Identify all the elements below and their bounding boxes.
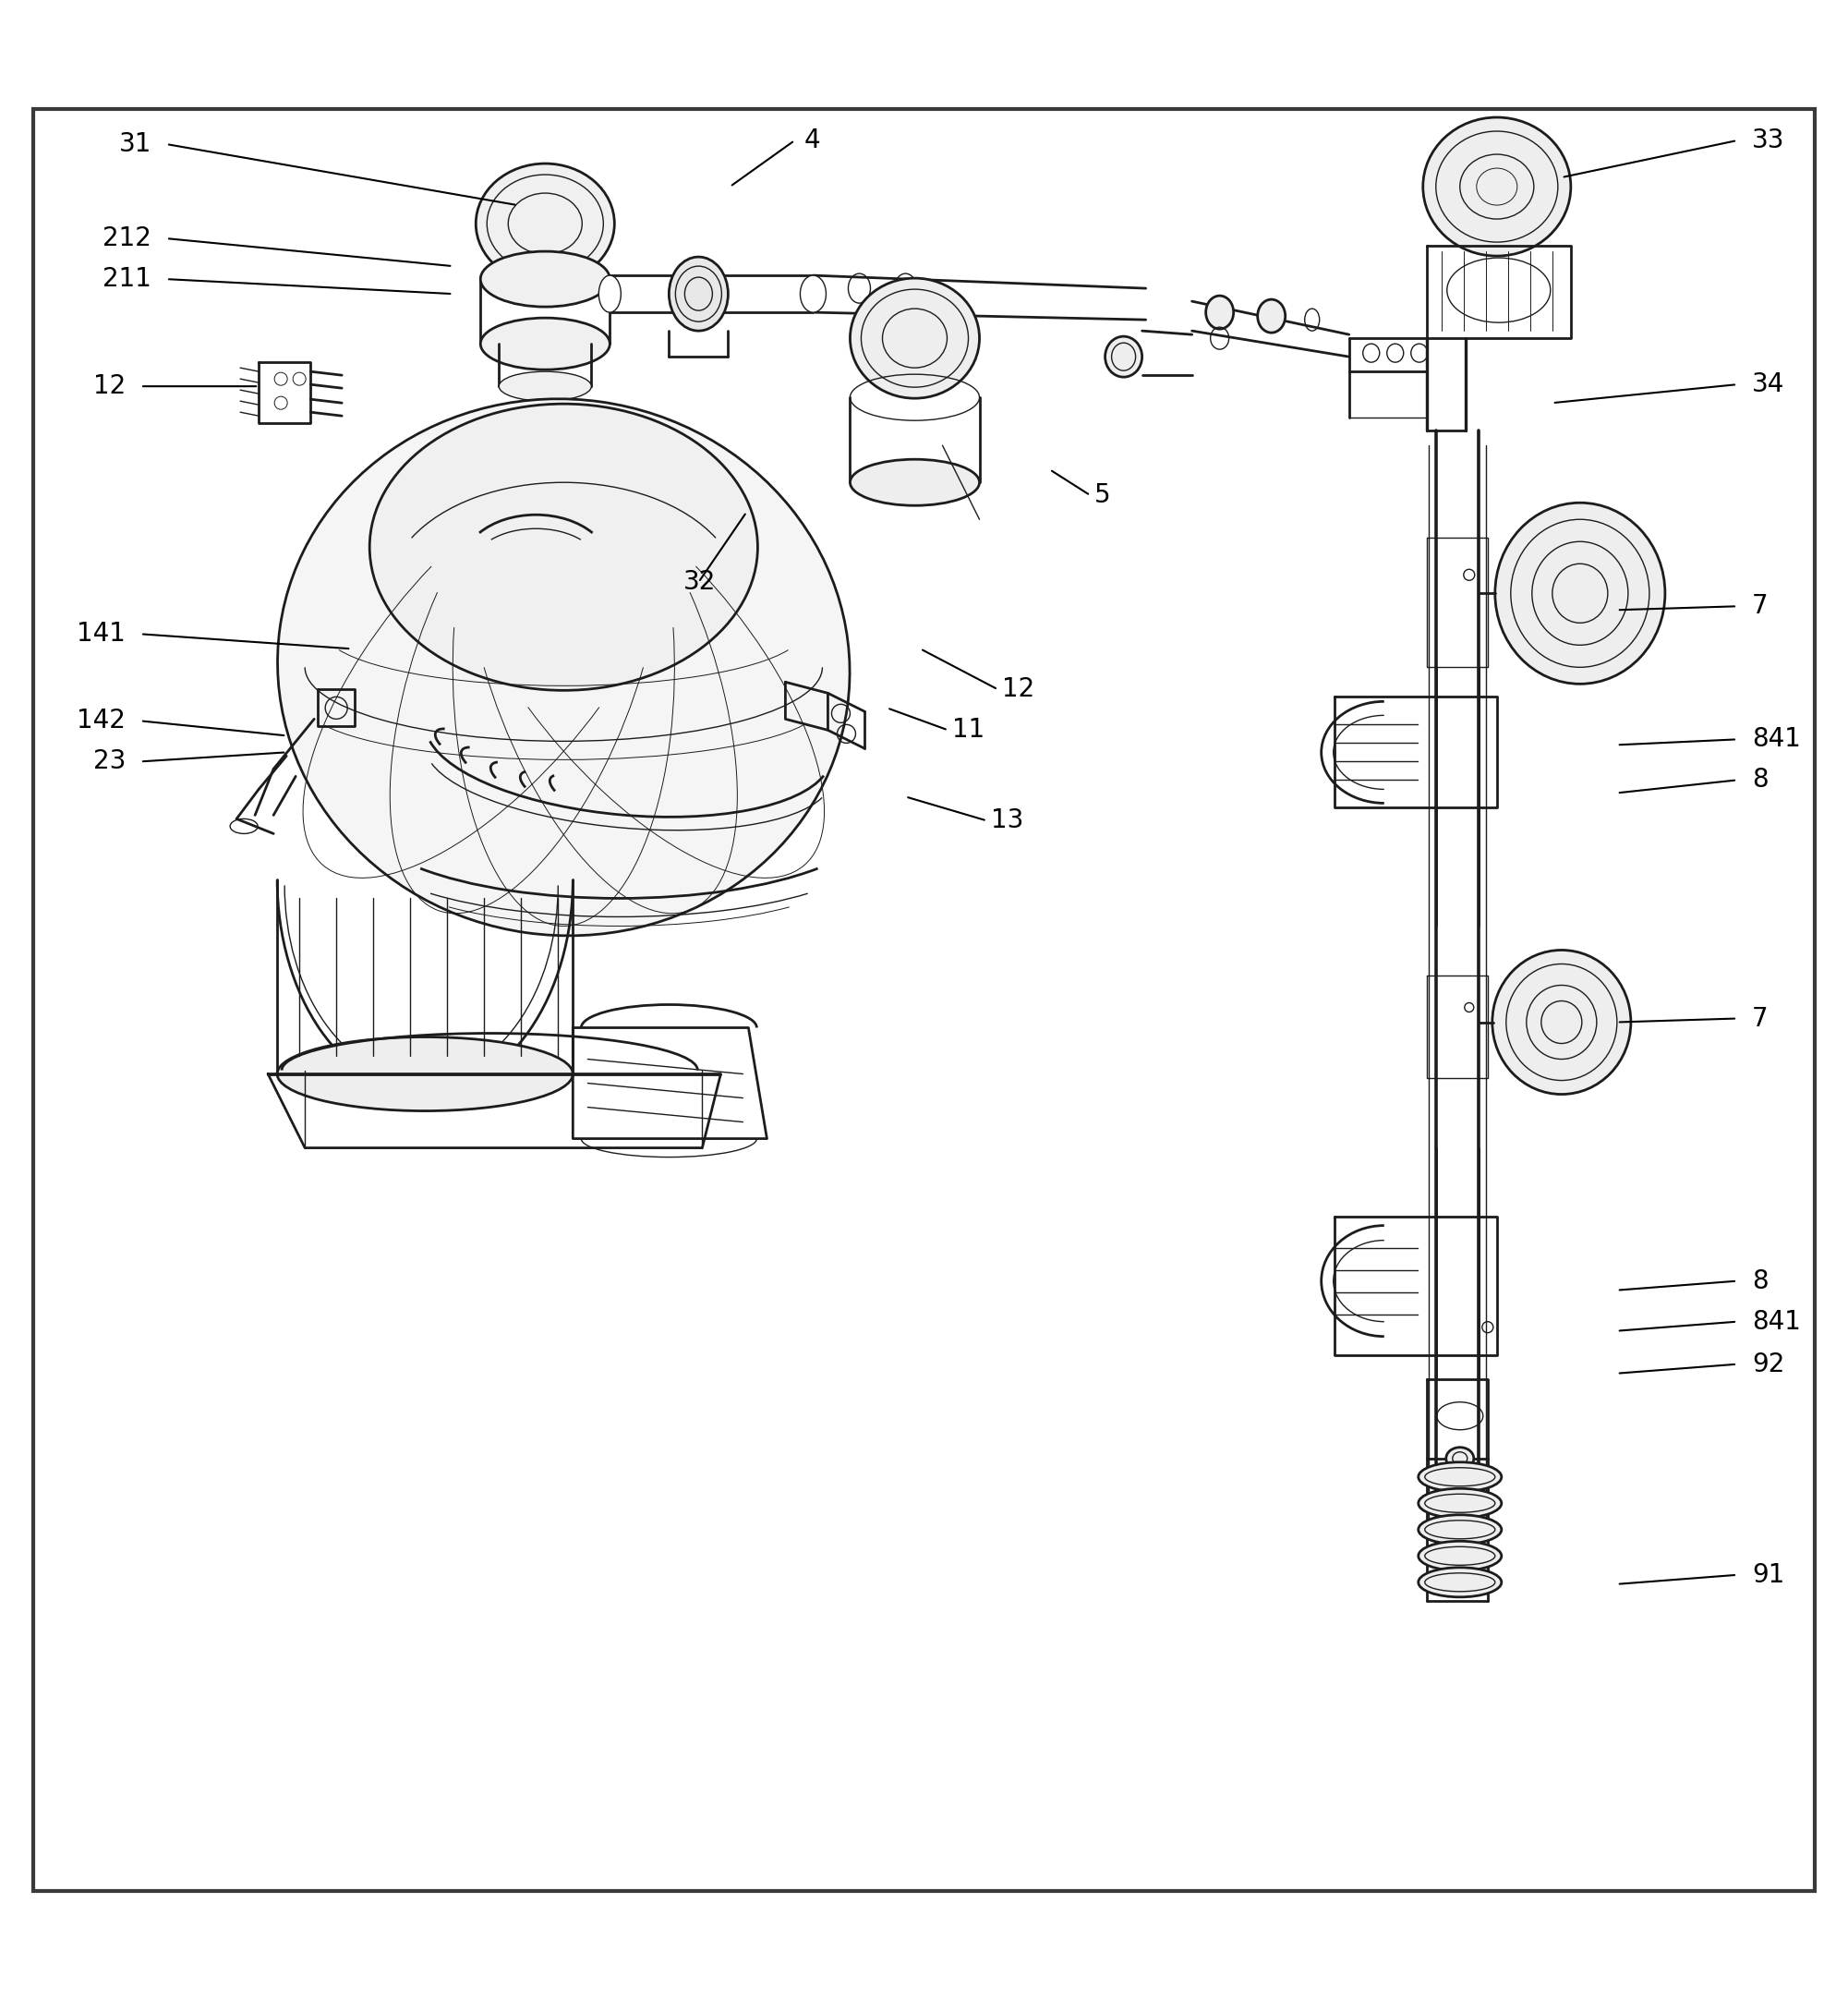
Text: 32: 32 (684, 570, 717, 596)
Text: 5: 5 (1094, 482, 1111, 508)
Text: 8: 8 (1752, 1268, 1769, 1294)
Text: 33: 33 (1752, 128, 1785, 154)
Text: 12: 12 (1002, 676, 1035, 702)
Ellipse shape (1419, 1542, 1501, 1570)
Text: 92: 92 (1752, 1352, 1785, 1378)
Ellipse shape (1445, 1448, 1473, 1470)
Ellipse shape (1419, 1488, 1501, 1518)
Ellipse shape (599, 276, 621, 312)
Text: 841: 841 (1752, 1308, 1800, 1334)
Ellipse shape (1207, 296, 1234, 328)
Text: 841: 841 (1752, 726, 1800, 752)
Text: 141: 141 (78, 622, 126, 646)
Text: 212: 212 (103, 226, 152, 252)
Ellipse shape (277, 1036, 573, 1110)
Ellipse shape (1423, 118, 1571, 256)
Text: 34: 34 (1752, 372, 1785, 398)
Text: 4: 4 (804, 128, 821, 154)
Ellipse shape (1419, 1514, 1501, 1544)
Text: 12: 12 (92, 374, 126, 400)
Text: 7: 7 (1752, 1006, 1769, 1032)
Text: 11: 11 (952, 718, 985, 744)
Text: 8: 8 (1752, 768, 1769, 792)
Ellipse shape (1419, 1462, 1501, 1492)
Ellipse shape (499, 372, 591, 402)
Ellipse shape (800, 276, 826, 312)
Ellipse shape (1495, 502, 1665, 684)
Ellipse shape (1105, 336, 1142, 378)
Text: 91: 91 (1752, 1562, 1785, 1588)
Ellipse shape (669, 256, 728, 330)
Text: 13: 13 (991, 808, 1024, 834)
Ellipse shape (1419, 1568, 1501, 1598)
Text: 23: 23 (92, 748, 126, 774)
Ellipse shape (480, 318, 610, 370)
Ellipse shape (1257, 300, 1284, 332)
Text: 31: 31 (118, 132, 152, 158)
Ellipse shape (850, 278, 979, 398)
Ellipse shape (277, 398, 850, 936)
Ellipse shape (480, 252, 610, 306)
Ellipse shape (1493, 950, 1632, 1094)
Text: 211: 211 (103, 266, 152, 292)
Text: 7: 7 (1752, 594, 1769, 620)
Text: 142: 142 (78, 708, 126, 734)
Ellipse shape (475, 164, 614, 284)
Ellipse shape (370, 404, 758, 690)
Ellipse shape (850, 460, 979, 506)
